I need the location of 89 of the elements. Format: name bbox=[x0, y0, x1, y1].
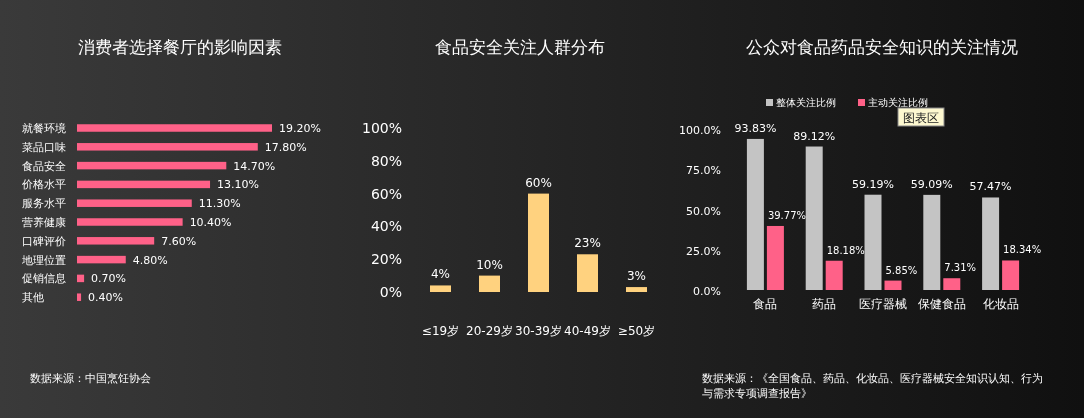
y-tick-label: 菜品口味 bbox=[22, 140, 66, 154]
chart-title: 公众对食品药品安全知识的关注情况 bbox=[746, 37, 1018, 57]
bar bbox=[77, 124, 272, 132]
x-tick-label: 40-49岁 bbox=[564, 324, 611, 338]
x-tick-label: 药品 bbox=[812, 297, 837, 311]
chart-title: 食品安全关注人群分布 bbox=[435, 37, 605, 57]
bar bbox=[825, 260, 843, 290]
data-label: 14.70% bbox=[233, 159, 276, 173]
y-tick-label: 100.0% bbox=[679, 124, 721, 137]
y-tick-label: 服务水平 bbox=[22, 197, 66, 211]
data-label: 0.70% bbox=[91, 272, 127, 286]
data-label: 7.31% bbox=[944, 262, 977, 274]
x-tick-label: 保健食品 bbox=[917, 297, 966, 311]
data-label: 3% bbox=[626, 269, 647, 284]
bar bbox=[77, 161, 227, 170]
data-label: 7.60% bbox=[161, 234, 197, 248]
y-tick-label: 就餐环境 bbox=[22, 122, 66, 135]
bar bbox=[77, 143, 258, 151]
data-label: 23% bbox=[574, 236, 601, 251]
data-label: 57.47% bbox=[969, 180, 1012, 194]
y-tick-label: 地理位置 bbox=[21, 253, 66, 267]
data-label: 39.77% bbox=[767, 209, 807, 221]
data-label: 89.12% bbox=[793, 129, 836, 143]
legend-label: 主动关注比例 bbox=[868, 97, 928, 108]
bar bbox=[884, 280, 902, 290]
source-note: 数据来源：《全国食品、药品、化妆品、医疗器械安全知识认知、行为与需求专项调查报告》 bbox=[702, 372, 1043, 400]
data-label: 0.40% bbox=[88, 291, 124, 305]
x-tick-label: 30-39岁 bbox=[515, 324, 562, 338]
bar bbox=[943, 278, 961, 290]
legend-label: 整体关注比例 bbox=[776, 97, 836, 108]
bar bbox=[77, 293, 82, 301]
y-tick-label: 0.0% bbox=[693, 285, 721, 298]
y-tick-label: 食品安全 bbox=[22, 159, 66, 173]
bar bbox=[577, 254, 598, 292]
data-label: 13.10% bbox=[217, 178, 259, 192]
data-label: 18.18% bbox=[826, 244, 865, 256]
y-tick-label: 100% bbox=[361, 120, 402, 136]
bar bbox=[77, 180, 211, 189]
data-label: 4% bbox=[430, 267, 451, 282]
bar bbox=[77, 255, 126, 264]
bar bbox=[430, 285, 451, 292]
y-tick-label: 50.0% bbox=[686, 204, 721, 218]
bar bbox=[923, 194, 941, 290]
y-tick-label: 0% bbox=[379, 284, 402, 300]
y-tick-label: 80% bbox=[370, 152, 402, 169]
y-tick-label: 75.0% bbox=[686, 164, 721, 178]
x-tick-label: 医疗器械 bbox=[859, 297, 907, 311]
bar bbox=[1002, 260, 1020, 290]
x-tick-label: 食品 bbox=[753, 297, 778, 311]
y-tick-label: 25.0% bbox=[686, 244, 721, 258]
data-label: 19.20% bbox=[279, 122, 321, 135]
y-tick-label: 其他 bbox=[22, 291, 44, 305]
bar bbox=[626, 287, 647, 292]
bar bbox=[77, 274, 85, 283]
chart-title: 消费者选择餐厅的影响因素 bbox=[78, 37, 282, 57]
y-tick-label: 促销信息 bbox=[22, 272, 66, 286]
y-tick-label: 口碑评价 bbox=[22, 234, 66, 248]
bar bbox=[479, 275, 500, 292]
x-tick-label: 化妆品 bbox=[982, 297, 1019, 311]
y-tick-label: 40% bbox=[370, 218, 402, 235]
data-label: 60% bbox=[525, 175, 552, 190]
data-label: 59.19% bbox=[852, 177, 894, 191]
bar bbox=[766, 225, 784, 290]
y-tick-label: 60% bbox=[370, 185, 402, 202]
data-label: 11.30% bbox=[198, 197, 241, 211]
x-tick-label: ≥50岁 bbox=[617, 324, 656, 338]
data-label: 17.80% bbox=[264, 140, 307, 154]
y-tick-label: 价格水平 bbox=[21, 178, 66, 192]
data-label: 18.34% bbox=[1003, 244, 1042, 256]
data-label: 4.80% bbox=[132, 253, 168, 267]
bar bbox=[982, 197, 1000, 290]
bar bbox=[864, 194, 882, 290]
bar bbox=[77, 237, 155, 245]
bar bbox=[77, 199, 192, 207]
bar bbox=[77, 218, 183, 226]
bar bbox=[805, 146, 823, 290]
bar bbox=[528, 193, 549, 292]
data-label: 93.83% bbox=[734, 121, 777, 135]
data-label: 5.85% bbox=[885, 264, 918, 276]
x-tick-label: ≤19岁 bbox=[421, 324, 460, 338]
text: 图表区 bbox=[903, 111, 939, 125]
data-label: 10% bbox=[476, 257, 503, 272]
x-tick-label: 20-29岁 bbox=[466, 324, 513, 338]
data-label: 10.40% bbox=[189, 216, 232, 229]
y-tick-label: 营养健康 bbox=[22, 216, 66, 229]
source-note: 数据来源：中国烹饪协会 bbox=[30, 372, 151, 385]
data-label: 59.09% bbox=[910, 177, 953, 191]
y-tick-label: 20% bbox=[370, 251, 402, 268]
bar bbox=[746, 138, 764, 290]
